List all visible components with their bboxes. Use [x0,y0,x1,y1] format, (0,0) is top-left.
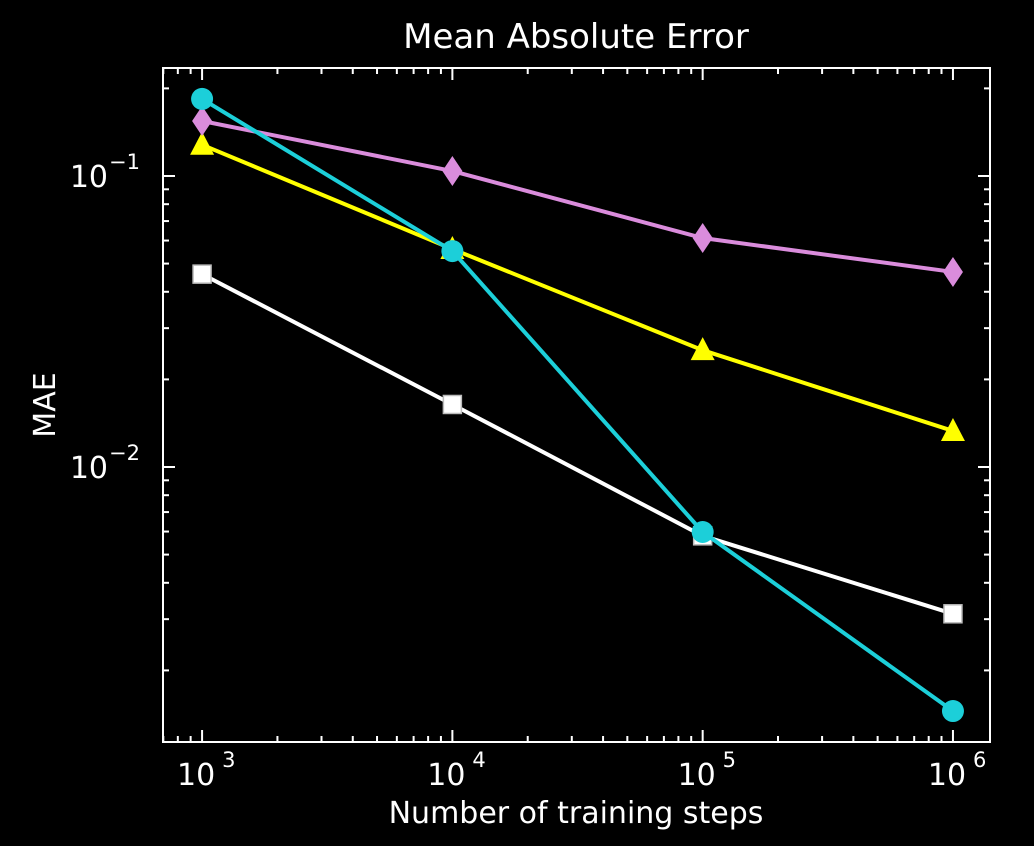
y-tick-label: 10 [70,451,108,486]
x-tick-label: 10 [177,758,215,793]
data-point-triangle [190,131,215,155]
series-line [201,119,954,274]
series-cyan-circles [191,87,964,723]
data-point-circle [441,240,464,263]
data-point-diamond [692,223,713,254]
series-line [201,142,954,433]
series-line [201,97,955,713]
data-point-circle [191,87,214,110]
x-tick-label: 10 [928,758,966,793]
data-point-square [192,264,212,284]
data-point-circle [941,700,964,723]
y-tick-exponent: −1 [109,150,140,174]
data-point-triangle [940,417,965,441]
x-axis-label: Number of training steps [389,796,764,831]
series-yellow-triangles [190,131,965,441]
x-tick-label: 10 [427,758,465,793]
plot-frame [162,67,991,743]
x-tick-exponent: 3 [222,748,235,772]
x-tick-exponent: 4 [472,748,485,772]
data-point-diamond [942,256,963,287]
data-point-diamond [192,106,213,137]
x-tick-label: 10 [678,758,716,793]
x-tick-exponent: 5 [723,748,736,772]
x-tick-exponent: 6 [973,748,986,772]
data-point-circle [691,520,714,543]
chart-title: Mean Absolute Error [403,17,749,57]
y-tick-exponent: −2 [109,441,140,465]
data-point-triangle [690,337,715,361]
data-point-square [943,604,963,624]
series-white-squares [192,264,963,624]
series-line [201,272,954,616]
data-point-square [442,394,463,415]
series-violet-diamonds [192,106,963,287]
y-tick-label: 10 [70,160,108,195]
y-axis-label: MAE [28,372,63,437]
data-point-diamond [442,156,463,187]
